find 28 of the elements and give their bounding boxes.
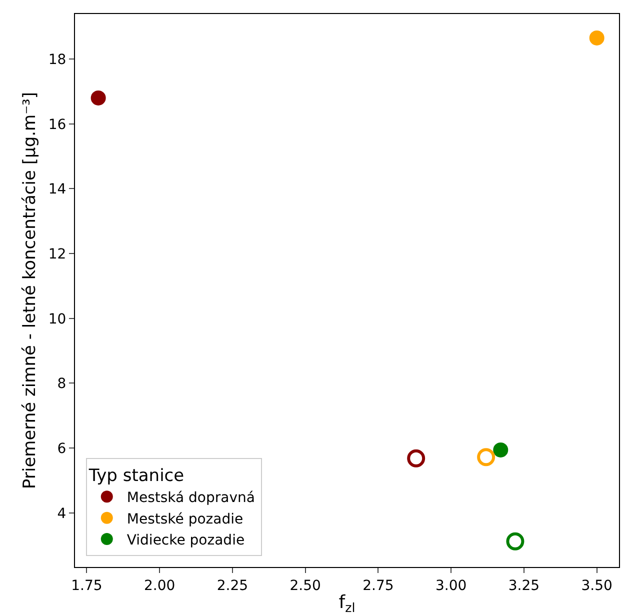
y-tick-label: 16 <box>48 116 66 133</box>
legend-label: Mestské pozadie <box>126 511 244 528</box>
y-tick-label: 8 <box>57 376 66 392</box>
x-tick-label: 2.00 <box>144 578 176 594</box>
x-tick-label: 3.25 <box>508 578 540 594</box>
x-tick-label: 2.50 <box>290 578 321 594</box>
point <box>493 442 508 458</box>
point <box>90 90 106 106</box>
y-tick-label: 10 <box>48 311 66 328</box>
x-tick-label: 3.50 <box>581 578 612 594</box>
y-tick-label: 4 <box>57 506 66 522</box>
point <box>506 532 524 550</box>
y-tick-label: 12 <box>48 246 66 262</box>
y-tick-label: 6 <box>57 440 66 457</box>
legend-label: Vidiecke pozadie <box>126 532 245 548</box>
x-axis-title: f$_{zl}$ <box>338 592 356 615</box>
point <box>589 30 604 46</box>
point <box>407 449 426 468</box>
y-axis-title: Priemerné zimné - letné koncentrácie [μg.m⁻³] <box>20 92 40 489</box>
x-tick-label: 1.75 <box>71 578 102 594</box>
x-tick-label: 2.25 <box>216 578 248 594</box>
x-tick-label: 2.75 <box>362 578 394 594</box>
legend-label: Mestská dopravná <box>126 490 255 506</box>
point <box>477 448 496 466</box>
y-tick-label: 18 <box>48 52 66 68</box>
x-tick-label: 3.00 <box>435 578 467 594</box>
legend-title: Typ stanice <box>88 466 184 486</box>
y-tick-label: 14 <box>48 182 66 198</box>
